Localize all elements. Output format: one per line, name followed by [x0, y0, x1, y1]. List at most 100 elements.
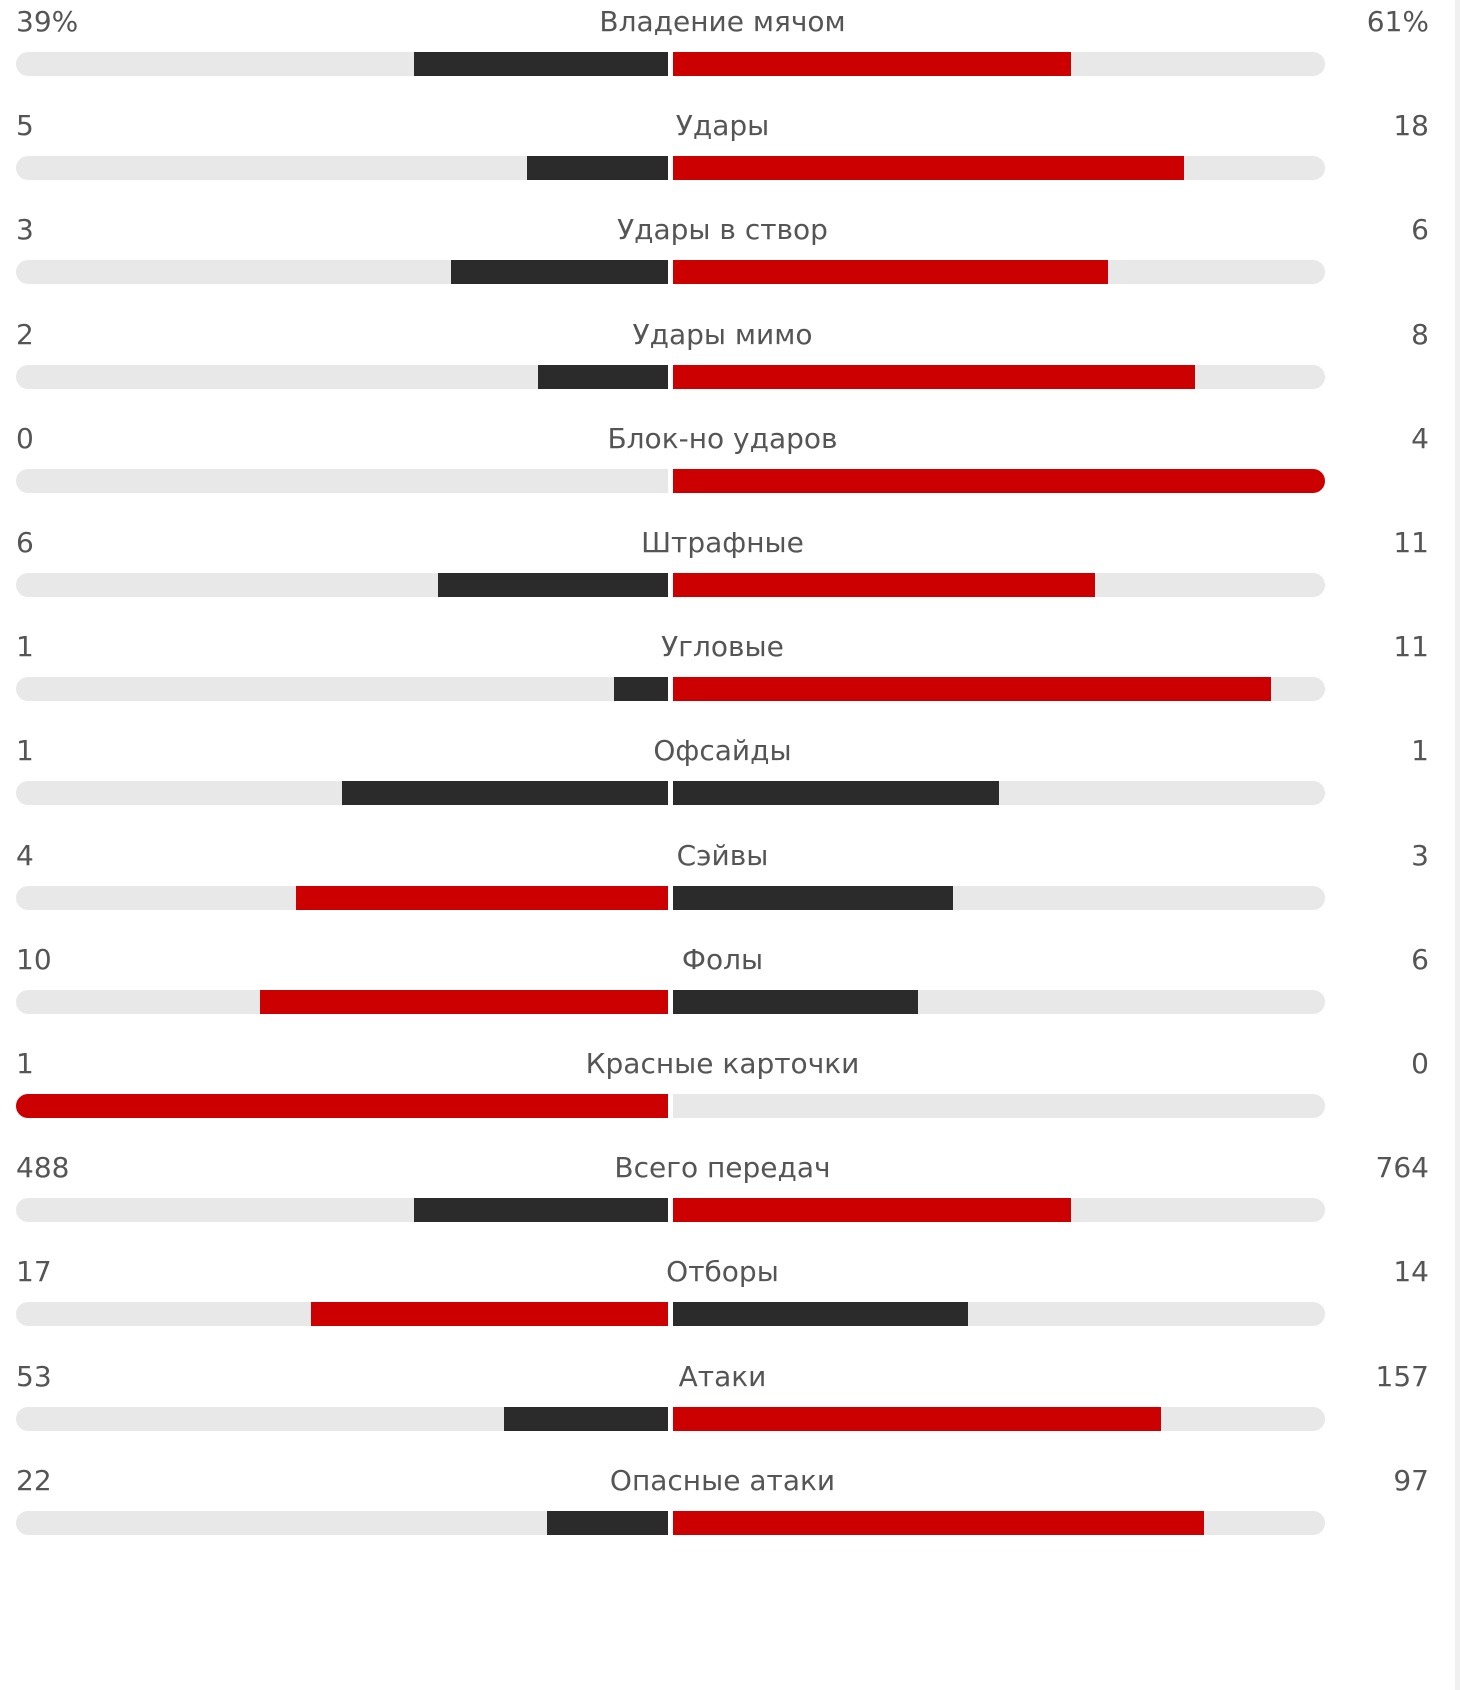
home-bar-track — [16, 885, 668, 910]
home-value: 17 — [16, 1255, 52, 1289]
stat-label: Удары в створ — [617, 213, 828, 247]
home-value: 1 — [16, 1047, 34, 1080]
home-value: 2 — [16, 317, 34, 351]
stat-row-5: 0 Блок-но ударов 4 — [16, 417, 1429, 517]
stat-row-10: 10 Фолы 6 — [16, 938, 1429, 1038]
home-bar-track — [16, 677, 668, 702]
away-bar-track — [673, 1406, 1325, 1431]
home-bar-fill — [342, 781, 668, 806]
home-bar-track — [16, 156, 668, 181]
stat-header: 5 Удары 18 — [16, 106, 1429, 146]
home-bar-track — [16, 1406, 668, 1431]
away-bar-fill — [673, 885, 953, 910]
away-bar-fill — [673, 260, 1108, 285]
away-value: 61% — [1366, 5, 1429, 38]
away-value: 157 — [1375, 1359, 1429, 1393]
away-bar-fill — [673, 1198, 1071, 1223]
stat-label: Атаки — [678, 1359, 767, 1393]
away-bar-track — [673, 156, 1325, 181]
stat-header: 1 Офсайды 1 — [16, 731, 1429, 771]
home-value: 1 — [16, 630, 34, 664]
away-value: 3 — [1411, 838, 1429, 872]
stat-header: 1 Угловые 11 — [16, 627, 1429, 667]
stat-row-7: 1 Угловые 11 — [16, 625, 1429, 725]
home-bar-fill — [538, 364, 668, 389]
home-bar-track — [16, 364, 668, 389]
home-bar-track — [16, 781, 668, 806]
stat-header: 39% Владение мячом 61% — [16, 2, 1429, 42]
away-bar-fill — [673, 781, 999, 806]
stat-row-13: 17 Отборы 14 — [16, 1250, 1429, 1350]
stat-header: 1 Красные карточки 0 — [16, 1044, 1429, 1084]
scrollbar-edge[interactable] — [1455, 0, 1460, 1690]
stat-label: Угловые — [661, 630, 784, 664]
away-value: 764 — [1375, 1151, 1429, 1185]
stat-label: Опасные атаки — [609, 1463, 836, 1497]
stat-label: Сэйвы — [676, 838, 769, 872]
away-bar-track — [673, 573, 1325, 597]
away-bar-track — [673, 1198, 1325, 1223]
home-bar-fill — [311, 1302, 668, 1327]
away-bar-track — [673, 468, 1325, 493]
home-value: 10 — [16, 942, 52, 976]
stat-row-1: 39% Владение мячом 61% — [16, 0, 1429, 100]
stat-header: 22 Опасные атаки 97 — [16, 1461, 1429, 1501]
away-value: 18 — [1393, 109, 1429, 143]
away-bar-fill — [673, 1406, 1161, 1431]
stat-label: Офсайды — [653, 734, 792, 768]
away-value: 8 — [1411, 317, 1429, 351]
home-bar-fill — [614, 677, 668, 702]
away-bar-track — [673, 781, 1325, 806]
away-value: 1 — [1411, 734, 1429, 768]
home-bar-fill — [451, 260, 668, 285]
away-bar-track — [673, 885, 1325, 910]
home-value: 53 — [16, 1359, 52, 1393]
stat-row-8: 1 Офсайды 1 — [16, 729, 1429, 829]
home-bar-fill — [414, 1198, 668, 1223]
home-bar-fill — [296, 885, 668, 910]
home-value: 6 — [16, 526, 34, 559]
home-bar-track — [16, 1510, 668, 1535]
stat-row-3: 3 Удары в створ 6 — [16, 208, 1429, 308]
away-value: 11 — [1393, 526, 1429, 559]
stat-label: Всего передач — [614, 1151, 831, 1185]
away-bar-fill — [673, 1302, 968, 1327]
home-value: 22 — [16, 1463, 52, 1497]
stat-label: Фолы — [681, 942, 764, 976]
stat-header: 53 Атаки 157 — [16, 1357, 1429, 1397]
home-bar-track — [16, 989, 668, 1014]
away-bar-fill — [673, 364, 1195, 389]
home-bar-fill — [547, 1510, 668, 1535]
home-bar-fill — [260, 989, 668, 1014]
home-bar-track — [16, 573, 668, 597]
stat-header: 17 Отборы 14 — [16, 1252, 1429, 1292]
stat-row-2: 5 Удары 18 — [16, 104, 1429, 204]
away-bar-fill — [673, 677, 1271, 702]
stat-row-12: 488 Всего передач 764 — [16, 1146, 1429, 1246]
away-value: 11 — [1393, 630, 1429, 664]
home-bar-fill — [504, 1406, 668, 1431]
stat-row-9: 4 Сэйвы 3 — [16, 834, 1429, 934]
away-bar-fill — [673, 989, 918, 1014]
away-bar-track — [673, 1302, 1325, 1327]
home-value: 1 — [16, 734, 34, 768]
home-bar-track — [16, 1094, 668, 1118]
home-bar-fill — [414, 52, 668, 76]
away-bar-fill — [673, 52, 1071, 76]
away-bar-track — [673, 677, 1325, 702]
home-bar-track — [16, 52, 668, 76]
stat-header: 6 Штрафные 11 — [16, 523, 1429, 563]
home-bar-track — [16, 468, 668, 493]
away-value: 6 — [1411, 942, 1429, 976]
stat-row-11: 1 Красные карточки 0 — [16, 1042, 1429, 1142]
away-value: 97 — [1393, 1463, 1429, 1497]
home-value: 4 — [16, 838, 34, 872]
away-bar-track — [673, 1510, 1325, 1535]
stat-label: Красные карточки — [585, 1047, 860, 1080]
stat-label: Штрафные — [641, 526, 804, 559]
away-value: 0 — [1411, 1047, 1429, 1080]
home-bar-fill — [16, 1094, 668, 1118]
away-bar-track — [673, 52, 1325, 76]
stat-header: 0 Блок-но ударов 4 — [16, 419, 1429, 459]
home-value: 488 — [16, 1151, 70, 1185]
